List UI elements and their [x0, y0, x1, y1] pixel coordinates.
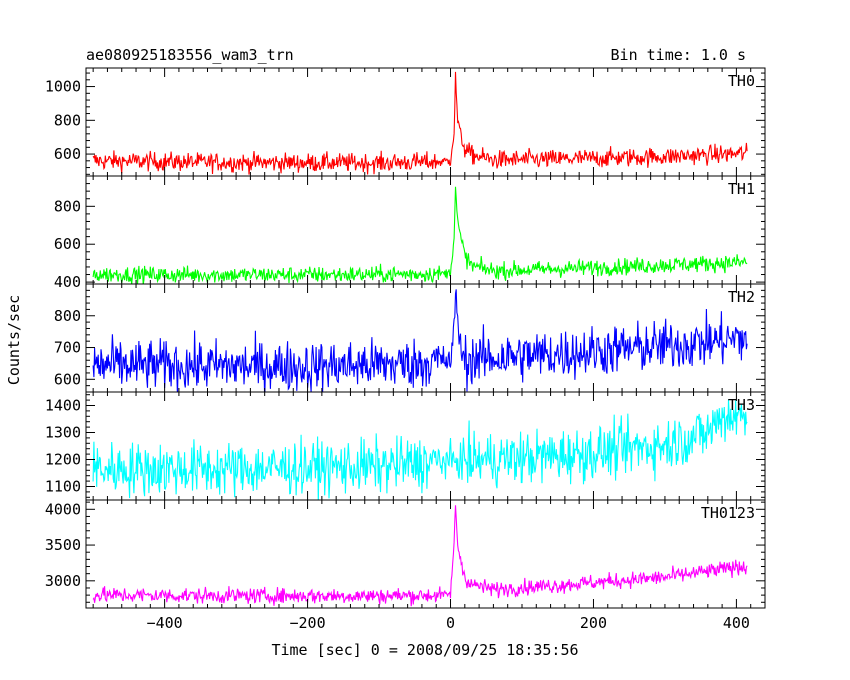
- x-tick-label: −200: [290, 614, 326, 632]
- y-tick-label: 800: [54, 307, 81, 325]
- panels-group: TH0 600 800 1000 TH1 400 600 800 TH2 600 700 800 TH3…: [45, 67, 766, 609]
- y-tick-label: 4000: [45, 500, 81, 518]
- y-tick-label: 1400: [45, 397, 81, 415]
- series-line-th2: [92, 289, 748, 392]
- panel-label: TH1: [728, 180, 755, 198]
- panel-frame: [85, 499, 766, 609]
- x-tick-label: 200: [580, 614, 607, 632]
- y-tick-label: 400: [54, 273, 81, 291]
- y-tick-label: 3000: [45, 572, 81, 590]
- chart-title: ae080925183556_wam3_trn: [86, 46, 294, 64]
- panel-label: TH3: [728, 396, 755, 414]
- series-line-th0: [92, 71, 748, 175]
- panel-label: TH0123: [701, 504, 755, 522]
- y-tick-label: 1000: [45, 78, 81, 96]
- panel-label: TH2: [728, 288, 755, 306]
- y-tick-label: 600: [54, 145, 81, 163]
- panel-th1: TH1 400 600 800: [54, 175, 766, 291]
- y-tick-label: 1300: [45, 424, 81, 442]
- panel-th2: TH2 600 700 800: [54, 283, 766, 393]
- x-tick-label: 0: [446, 614, 455, 632]
- x-tick-label: 400: [723, 614, 750, 632]
- y-tick-label: 700: [54, 339, 81, 357]
- panel-th0: TH0 600 800 1000: [45, 67, 766, 177]
- y-axis-label: Counts/sec: [5, 295, 23, 385]
- series-line-th3: [92, 399, 748, 500]
- y-tick-label: 800: [54, 197, 81, 215]
- y-tick-label: 800: [54, 111, 81, 129]
- series-line-th1: [92, 186, 748, 284]
- bin-time-label: Bin time: 1.0 s: [611, 46, 746, 64]
- y-tick-label: 3500: [45, 536, 81, 554]
- panel-label: TH0: [728, 72, 755, 90]
- panel-th0123: TH0123 3000 3500 4000: [45, 499, 766, 609]
- y-tick-label: 1100: [45, 478, 81, 496]
- x-axis-label: Time [sec] 0 = 2008/09/25 18:35:56: [271, 641, 578, 659]
- y-tick-label: 600: [54, 370, 81, 388]
- x-tick-label: −400: [147, 614, 183, 632]
- panel-th3: TH3 1100 1200 1300 1400: [45, 391, 766, 501]
- y-tick-label: 600: [54, 235, 81, 253]
- y-tick-label: 1200: [45, 451, 81, 469]
- series-line-th0123: [92, 505, 748, 607]
- x-tick-labels: −400 −200 0 200 400: [147, 614, 750, 632]
